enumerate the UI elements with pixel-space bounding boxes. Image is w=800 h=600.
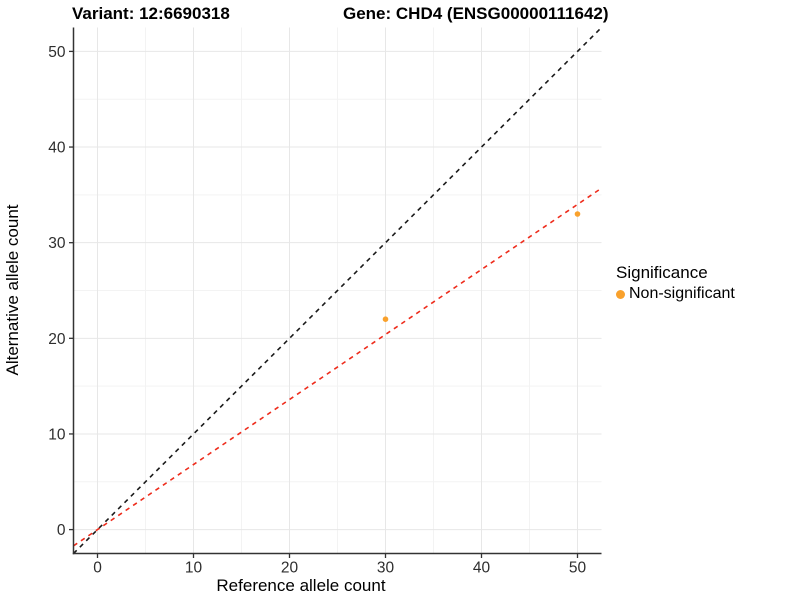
plot-title-variant: Variant: 12:6690318 — [72, 4, 230, 23]
y-tick-label: 10 — [48, 426, 66, 443]
x-tick-label: 50 — [569, 560, 587, 577]
legend: Significance Non-significant — [616, 263, 735, 303]
data-point — [574, 211, 581, 217]
plot-title-gene: Gene: CHD4 (ENSG00000111642) — [343, 4, 609, 23]
x-tick-label: 10 — [185, 560, 203, 577]
data-point — [382, 316, 389, 322]
x-tick-label: 40 — [473, 560, 491, 577]
x-tick-label: 20 — [281, 560, 299, 577]
y-tick-label: 50 — [48, 44, 66, 61]
legend-item: Non-significant — [616, 285, 735, 303]
y-tick-label: 30 — [48, 235, 66, 252]
y-tick-label: 40 — [48, 140, 66, 157]
x-axis-label: Reference allele count — [216, 576, 386, 595]
legend-item-label: Non-significant — [629, 285, 735, 302]
y-tick-label: 20 — [48, 331, 66, 348]
legend-dot-icon — [616, 289, 625, 299]
x-tick-label: 0 — [93, 560, 102, 577]
y-tick-label: 0 — [57, 522, 66, 539]
legend-title: Significance — [616, 263, 708, 282]
x-tick-label: 30 — [377, 560, 395, 577]
identity-line — [72, 26, 603, 555]
y-axis-label: Alternative allele count — [3, 204, 22, 376]
fit-line — [73, 187, 602, 547]
